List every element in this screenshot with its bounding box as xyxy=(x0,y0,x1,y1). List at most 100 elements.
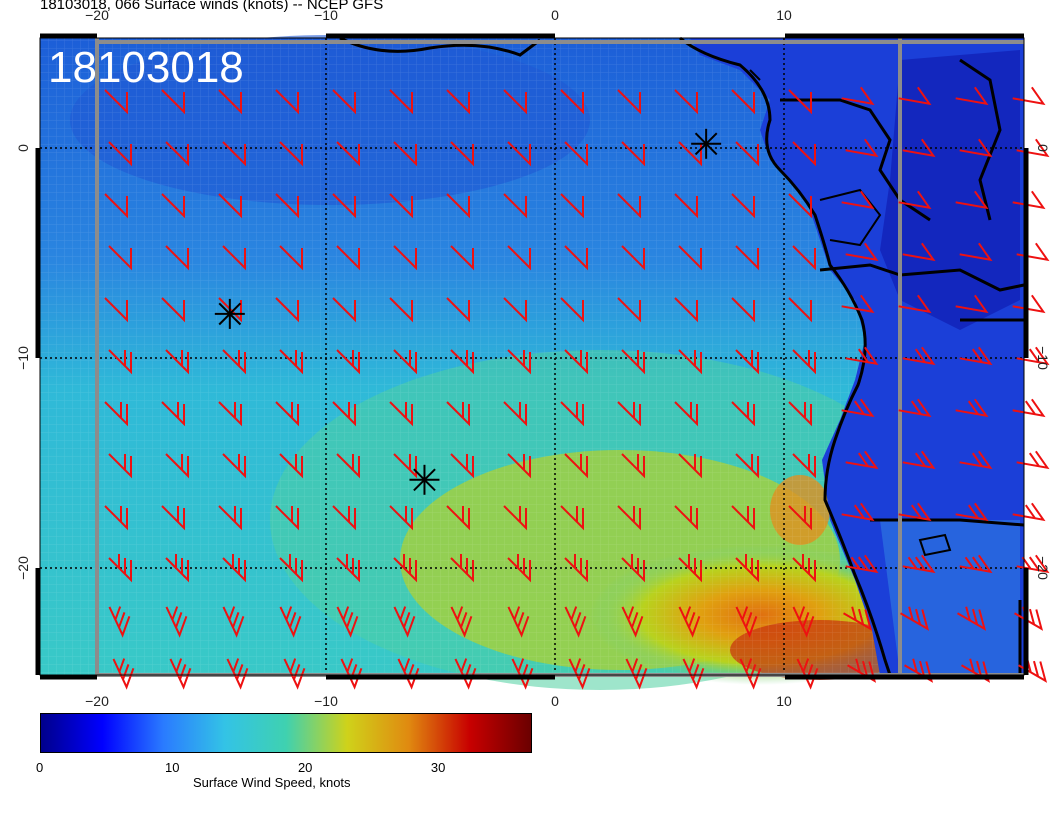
wind-barb xyxy=(222,453,246,479)
marker-central-icon xyxy=(409,464,440,495)
wind-barb xyxy=(788,193,812,219)
wind-barb xyxy=(731,193,755,219)
wind-barb xyxy=(674,89,698,115)
wind-barb xyxy=(389,505,413,531)
wind-barb xyxy=(788,89,812,115)
wind-barb xyxy=(735,245,759,271)
wind-barb xyxy=(503,193,527,219)
wind-barb xyxy=(674,401,698,427)
wind-barb xyxy=(735,554,759,583)
wind-barb xyxy=(564,245,588,271)
country-borders xyxy=(749,69,952,557)
wind-barb xyxy=(507,141,531,167)
wind-barb xyxy=(564,141,588,167)
wind-barb xyxy=(1012,294,1046,314)
wind-barb xyxy=(218,89,242,115)
wind-barb xyxy=(450,554,474,583)
wind-barb xyxy=(336,141,360,167)
wind-barb xyxy=(955,86,989,106)
wind-barb xyxy=(336,349,360,375)
wind-barb xyxy=(161,89,185,115)
wind-barb xyxy=(674,505,698,531)
wind-barb xyxy=(389,297,413,323)
wind-barb xyxy=(393,453,417,479)
wind-barb xyxy=(1012,190,1046,210)
wind-barb xyxy=(1012,502,1046,522)
wind-barb xyxy=(389,89,413,115)
wind-barb xyxy=(845,346,879,366)
wind-barb xyxy=(279,606,302,638)
wind-barb xyxy=(332,297,356,323)
wind-barb xyxy=(389,401,413,427)
wind-barb xyxy=(902,138,936,158)
wind-barb xyxy=(222,349,246,375)
axis-labels: −20 −20 −10 −10 0 0 10 10 0 0 −10 −10 −20 −20 xyxy=(15,7,1051,709)
wind-barb xyxy=(621,141,645,167)
wind-barb xyxy=(104,89,128,115)
wind-barb xyxy=(564,453,588,479)
wind-barb xyxy=(959,450,993,470)
wind-barb xyxy=(393,141,417,167)
wind-barb xyxy=(560,505,584,531)
wind-barb xyxy=(560,297,584,323)
wind-barb xyxy=(674,193,698,219)
wind-barb xyxy=(792,606,815,638)
wind-barb xyxy=(841,86,875,106)
wind-barb xyxy=(336,245,360,271)
wind-barb xyxy=(279,349,303,375)
wind-barb xyxy=(161,505,185,531)
wind-barb xyxy=(332,505,356,531)
wind-barb xyxy=(332,401,356,427)
wind-barb xyxy=(621,453,645,479)
wind-barb xyxy=(507,349,531,375)
wind-barb xyxy=(955,190,989,210)
station-markers xyxy=(214,128,722,495)
frame-segments xyxy=(35,33,1029,680)
wind-barb xyxy=(104,193,128,219)
wind-barb xyxy=(507,453,531,479)
wind-barb xyxy=(560,401,584,427)
wind-barb xyxy=(450,453,474,479)
wind-barb xyxy=(279,453,303,479)
wind-barb xyxy=(450,245,474,271)
wind-barb xyxy=(336,606,359,638)
wind-barb xyxy=(161,193,185,219)
wind-barb xyxy=(218,401,242,427)
wind-barb xyxy=(788,297,812,323)
wind-barb xyxy=(560,193,584,219)
lat-tick-label-right: −20 xyxy=(1035,556,1051,580)
wind-barb xyxy=(393,554,417,583)
wind-barb xyxy=(617,401,641,427)
colorbar xyxy=(40,713,532,753)
wind-barb xyxy=(165,453,189,479)
wind-barb xyxy=(507,606,530,638)
wind-barb xyxy=(678,453,702,479)
wind-barb xyxy=(336,453,360,479)
marker-west-icon xyxy=(214,298,245,329)
wind-barb xyxy=(902,554,936,574)
wind-barb xyxy=(959,346,993,366)
wind-barb xyxy=(336,554,360,583)
wind-barb xyxy=(904,658,934,683)
wind-barb xyxy=(678,606,701,638)
wind-barb xyxy=(621,554,645,583)
wind-barb xyxy=(792,554,816,583)
wind-barb xyxy=(393,349,417,375)
wind-barb xyxy=(450,349,474,375)
wind-barb xyxy=(617,297,641,323)
lon-tick-label-top: −10 xyxy=(314,7,338,23)
map-title: 18103018, 066 Surface winds (knots) -- N… xyxy=(40,0,384,13)
coastline xyxy=(339,36,1025,676)
lon-tick-label-bottom: 10 xyxy=(776,693,792,709)
wind-barb xyxy=(275,193,299,219)
wind-barb xyxy=(959,138,993,158)
wind-barb xyxy=(788,401,812,427)
wind-barb xyxy=(446,297,470,323)
wind-barb xyxy=(955,294,989,314)
wind-barb xyxy=(507,245,531,271)
wind-barb xyxy=(845,554,879,574)
wind-barb xyxy=(792,453,816,479)
wind-barb xyxy=(621,245,645,271)
wind-barb xyxy=(961,658,991,683)
wind-barb xyxy=(847,658,877,683)
